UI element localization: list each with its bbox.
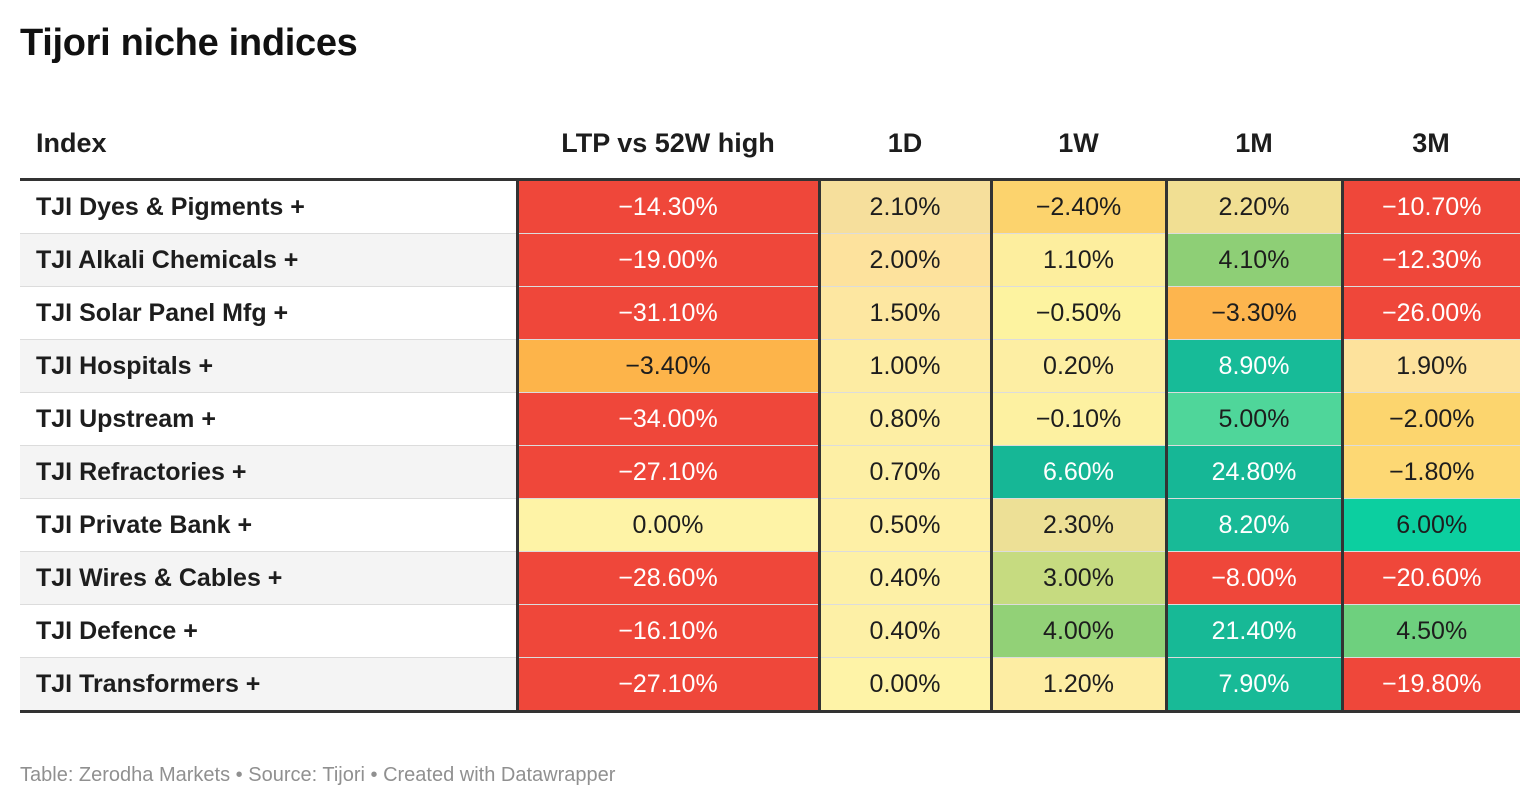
footer-separator: • (230, 764, 249, 786)
cell-3m: −20.60% (1340, 551, 1520, 605)
row-index-name: TJI Private Bank + (20, 498, 517, 552)
cell-1w: 1.10% (989, 233, 1166, 287)
cell-ltp: −16.10% (515, 604, 819, 658)
table-title: Tijori niche indices (20, 22, 358, 64)
cell-1w: −2.40% (989, 179, 1166, 234)
footer-table-credit: Table: Zerodha Markets (20, 764, 231, 786)
cell-1d: 0.40% (817, 604, 991, 658)
cell-3m: −2.00% (1340, 392, 1520, 446)
cell-ltp: −27.10% (515, 445, 819, 499)
table-row: TJI Defence + −16.10% 0.40% 4.00% 21.40% 4.50… (20, 604, 1520, 658)
cell-1d: 0.70% (817, 445, 991, 499)
cell-1d: 0.80% (817, 392, 991, 446)
row-index-name: TJI Wires & Cables + (20, 551, 517, 605)
cell-1m: 8.20% (1164, 498, 1342, 552)
table-body: TJI Dyes & Pigments + −14.30% 2.10% −2.40% 2… (20, 179, 1520, 713)
cell-ltp: −3.40% (515, 339, 819, 393)
cell-1m: 21.40% (1164, 604, 1342, 658)
cell-1m: 2.20% (1164, 179, 1342, 234)
cell-1m: 8.90% (1164, 339, 1342, 393)
row-index-name: TJI Defence + (20, 604, 517, 658)
cell-3m: −12.30% (1340, 233, 1520, 287)
table-row: TJI Transformers + −27.10% 0.00% 1.20% 7.90%… (20, 657, 1520, 713)
cell-ltp: −31.10% (515, 286, 819, 340)
cell-1w: 0.20% (989, 339, 1166, 393)
cell-1d: 0.00% (817, 657, 991, 713)
cell-1m: 4.10% (1164, 233, 1342, 287)
table-row: TJI Hospitals + −3.40% 1.00% 0.20% 8.90% 1.90… (20, 339, 1520, 393)
cell-ltp: −28.60% (515, 551, 819, 605)
footer-separator: • (364, 764, 384, 786)
cell-3m: −19.80% (1340, 657, 1520, 713)
row-index-name: TJI Alkali Chemicals + (20, 233, 517, 287)
cell-1w: 1.20% (989, 657, 1166, 713)
table-row: TJI Private Bank +0.00% 0.50% 2.30% 8.20% 6.… (20, 498, 1520, 552)
row-index-name: TJI Transformers + (20, 657, 517, 713)
column-header-3m[interactable]: 3M (1342, 108, 1520, 181)
column-header-ltp[interactable]: LTP vs 52W high (517, 108, 819, 181)
cell-3m: −26.00% (1340, 286, 1520, 340)
cell-ltp: −34.00% (515, 392, 819, 446)
cell-1d: 1.50% (817, 286, 991, 340)
cell-1d: 2.00% (817, 233, 991, 287)
cell-3m: 1.90% (1340, 339, 1520, 393)
cell-1m: 5.00% (1164, 392, 1342, 446)
cell-1d: 1.00% (817, 339, 991, 393)
table-row: TJI Refractories + −27.10% 0.70% 6.60% 24.80… (20, 445, 1520, 499)
cell-1w: 4.00% (989, 604, 1166, 658)
table-row: TJI Solar Panel Mfg + −31.10% 1.50% −0.50% −… (20, 286, 1520, 340)
footer-created-with: Created with Datawrapper (383, 764, 616, 786)
column-header-1w[interactable]: 1W (991, 108, 1166, 181)
row-index-name: TJI Upstream + (20, 392, 517, 446)
cell-1m: 24.80% (1164, 445, 1342, 499)
row-index-name: TJI Refractories + (20, 445, 517, 499)
cell-1d: 2.10% (817, 179, 991, 234)
row-index-name: TJI Dyes & Pigments + (20, 179, 517, 234)
column-header-index[interactable]: Index (20, 108, 517, 181)
row-index-name: TJI Hospitals + (20, 339, 517, 393)
cell-1d: 0.50% (817, 498, 991, 552)
cell-3m: −1.80% (1340, 445, 1520, 499)
cell-1m: 7.90% (1164, 657, 1342, 713)
table-row: TJI Wires & Cables + −28.60% 0.40% 3.00% −8.… (20, 551, 1520, 605)
cell-ltp: −19.00% (515, 233, 819, 287)
cell-1w: 3.00% (989, 551, 1166, 605)
footer-credits: Table: Zerodha Markets • Source: Tijori … (20, 764, 615, 787)
table-row: TJI Alkali Chemicals + −19.00% 2.00% 1.10% 4… (20, 233, 1520, 287)
cell-3m: 4.50% (1340, 604, 1520, 658)
table-row: TJI Upstream + −34.00% 0.80% −0.10% 5.00% −2.… (20, 392, 1520, 446)
cell-3m: −10.70% (1340, 179, 1520, 234)
cell-1w: 2.30% (989, 498, 1166, 552)
row-index-name: TJI Solar Panel Mfg + (20, 286, 517, 340)
heatmap-table: Index LTP vs 52W high 1D 1W 1M 3M TJI Dy… (20, 108, 1520, 713)
footer-source: Source: Tijori (248, 764, 365, 786)
cell-1w: 6.60% (989, 445, 1166, 499)
column-header-1m[interactable]: 1M (1166, 108, 1342, 181)
cell-ltp: −14.30% (515, 179, 819, 234)
cell-ltp: −27.10% (515, 657, 819, 713)
cell-ltp: 0.00% (515, 498, 819, 552)
header-row: Index LTP vs 52W high 1D 1W 1M 3M (20, 108, 1520, 181)
cell-1m: −8.00% (1164, 551, 1342, 605)
cell-1m: −3.30% (1164, 286, 1342, 340)
table-row: TJI Dyes & Pigments + −14.30% 2.10% −2.40% 2… (20, 179, 1520, 234)
cell-3m: 6.00% (1340, 498, 1520, 552)
cell-1d: 0.40% (817, 551, 991, 605)
cell-1w: −0.10% (989, 392, 1166, 446)
column-header-1d[interactable]: 1D (819, 108, 991, 181)
cell-1w: −0.50% (989, 286, 1166, 340)
